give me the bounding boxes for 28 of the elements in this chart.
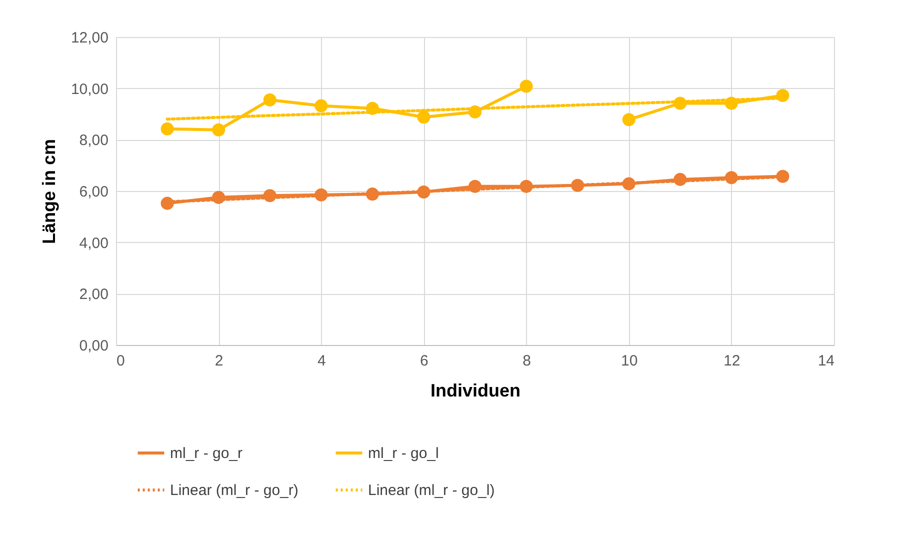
y-tick-label: 4,00 — [79, 234, 108, 252]
point — [314, 99, 328, 112]
y-tick-label: 6,00 — [79, 184, 108, 200]
x-tick-label: 2 — [214, 352, 224, 370]
legend-label: Linear (ml_r - go_r) — [170, 482, 298, 499]
y-tick-label: 0,00 — [79, 338, 108, 354]
point — [160, 122, 174, 136]
x-tick-label: 4 — [317, 352, 326, 370]
x-tick-label: 0 — [116, 352, 125, 370]
point — [622, 113, 636, 126]
y-tick-label: 2,00 — [79, 286, 108, 304]
x-tick-label: 10 — [621, 352, 638, 370]
point — [417, 110, 430, 124]
x-tick-label: 12 — [724, 352, 740, 370]
y-axis-title: Länge in cm — [38, 138, 59, 244]
point — [520, 80, 533, 93]
x-axis-title: Individuen — [430, 380, 520, 400]
x-tick-label: 14 — [818, 352, 834, 370]
y-tick-label: 8,00 — [79, 132, 108, 150]
legend-label: Linear (ml_r - go_l) — [368, 482, 495, 499]
x-tick-label: 6 — [420, 352, 428, 370]
legend-label: ml_r - go_r — [170, 445, 243, 462]
y-tick-label: 10,00 — [70, 80, 108, 98]
point — [263, 93, 276, 106]
point — [212, 123, 226, 136]
legend-label: ml_r - go_l — [368, 445, 439, 462]
x-tick-label: 8 — [522, 352, 531, 370]
y-tick-label: 12,00 — [70, 30, 108, 46]
